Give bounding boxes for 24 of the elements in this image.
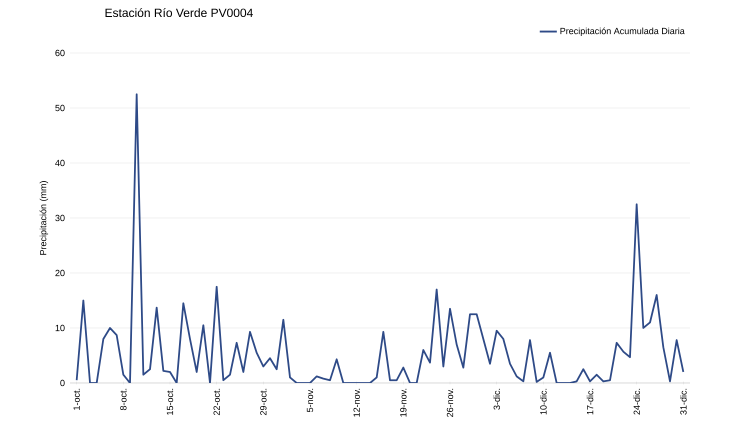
x-tick-label: 19-nov. <box>400 388 407 417</box>
chart-title: Estación Río Verde PV0004 <box>106 8 253 18</box>
x-tick-label: 12-nov. <box>353 388 360 417</box>
x-tick-label: 29-oct. <box>260 388 267 416</box>
x-tick-label: 8-oct. <box>120 388 127 410</box>
x-tick-label: 26-nov. <box>446 388 454 417</box>
x-tick-label: 3-dic. <box>493 388 500 410</box>
y-tick-label: 0 <box>60 380 65 386</box>
x-tick-label: 10-dic. <box>540 388 547 414</box>
y-tick-label: 60 <box>55 50 65 56</box>
x-tick-label: 31-dic. <box>680 388 687 415</box>
x-tick-label: 1-oct. <box>74 388 80 410</box>
y-axis-title: Precipitación (mm) <box>40 181 48 255</box>
x-tick-label: 22-oct. <box>213 388 220 416</box>
legend-label: Precipitación Acumulada Diaria <box>560 27 685 36</box>
x-tick-label: 24-dic. <box>633 388 640 415</box>
y-tick-label: 20 <box>55 270 65 276</box>
y-tick-label: 40 <box>55 160 65 166</box>
x-tick-label: 15-oct. <box>166 388 174 415</box>
x-tick-label: 5-nov. <box>306 388 314 412</box>
y-tick-label: 10 <box>56 324 65 332</box>
x-tick-label: 17-dic. <box>586 388 594 414</box>
y-tick-label: 30 <box>55 214 65 222</box>
y-tick-label: 50 <box>55 104 65 112</box>
